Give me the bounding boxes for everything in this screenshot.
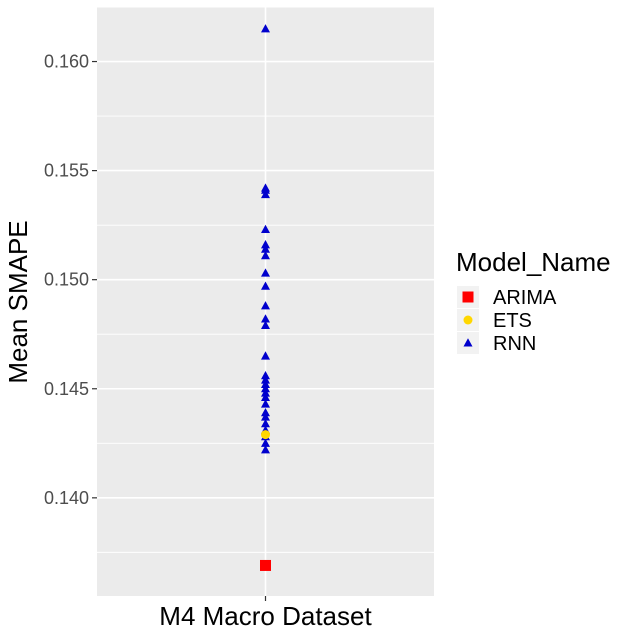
y-tick-label: 0.145 bbox=[44, 379, 89, 399]
grid-lines bbox=[97, 6, 434, 596]
data-point-rnn bbox=[261, 281, 270, 290]
data-point-arima bbox=[260, 559, 271, 571]
data-point-rnn bbox=[261, 445, 270, 454]
data-point-rnn bbox=[261, 314, 270, 323]
data-point-rnn bbox=[261, 240, 270, 249]
data-point-rnn bbox=[261, 268, 270, 277]
data-point-rnn bbox=[261, 408, 270, 417]
legend-title: Model_Name bbox=[456, 247, 611, 277]
legend-label-arima: ARIMA bbox=[493, 287, 557, 309]
legend-marker-arima bbox=[462, 291, 474, 303]
data-point-rnn bbox=[261, 392, 270, 402]
data-point-rnn bbox=[261, 185, 270, 194]
data-point-rnn bbox=[261, 244, 270, 253]
data-point-rnn bbox=[261, 438, 270, 447]
data-point-rnn bbox=[261, 375, 270, 384]
data-point-rnn bbox=[261, 224, 270, 234]
data-point-rnn bbox=[261, 412, 270, 421]
data-point-rnn bbox=[261, 388, 270, 397]
y-axis: 0.140 0.145 0.150 0.155 0.160 bbox=[44, 52, 267, 601]
legend-marker-rnn bbox=[463, 338, 473, 347]
data-point-rnn bbox=[261, 301, 270, 310]
data-point-rnn bbox=[261, 384, 270, 393]
data-points bbox=[260, 24, 271, 571]
data-point-ets bbox=[261, 430, 270, 440]
y-tick-label: 0.150 bbox=[44, 270, 89, 290]
x-axis-title: M4 Macro Dataset bbox=[159, 601, 372, 631]
data-point-rnn bbox=[261, 379, 270, 388]
y-tick-label: 0.155 bbox=[44, 161, 89, 181]
data-point-rnn bbox=[261, 320, 270, 330]
data-point-rnn bbox=[261, 351, 270, 360]
data-point-rnn bbox=[261, 418, 270, 428]
legend-marker-ets bbox=[463, 315, 473, 325]
data-point-rnn bbox=[261, 399, 270, 408]
y-tick-label: 0.160 bbox=[44, 52, 89, 72]
data-point-rnn bbox=[261, 370, 270, 380]
data-point-rnn bbox=[261, 189, 270, 199]
data-point-rnn bbox=[261, 250, 270, 260]
data-point-rnn bbox=[261, 24, 270, 33]
legend-label-rnn: RNN bbox=[493, 333, 536, 355]
legend-label-ets: ETS bbox=[493, 310, 532, 332]
y-tick-label: 0.140 bbox=[44, 488, 89, 508]
y-axis-title: Mean SMAPE bbox=[3, 220, 33, 383]
